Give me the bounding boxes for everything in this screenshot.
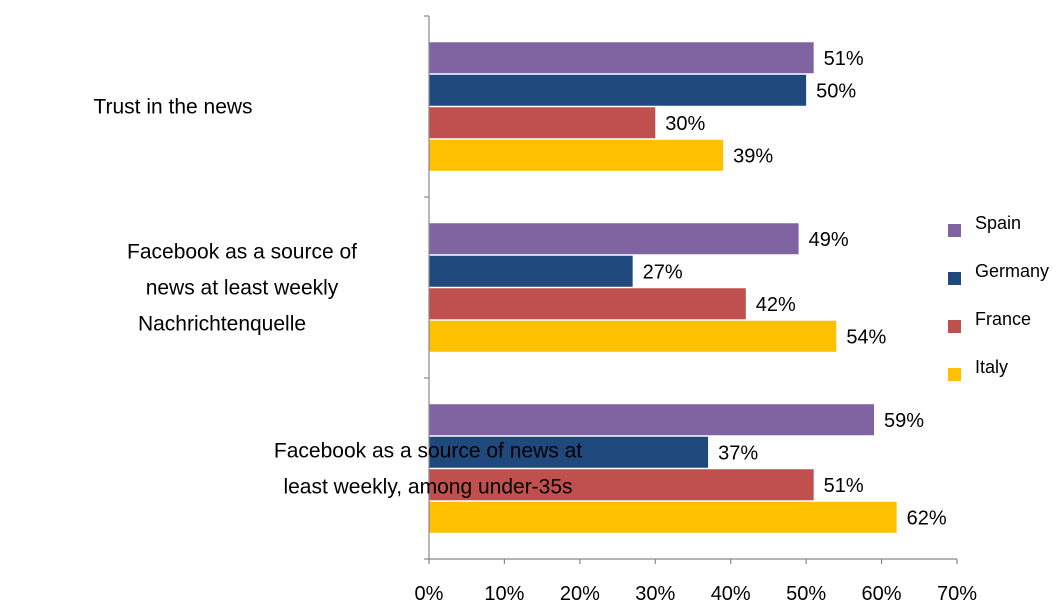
value-label-france-3: 51% bbox=[824, 475, 864, 497]
x-tick-label: 40% bbox=[711, 583, 751, 604]
bar-spain-1 bbox=[429, 42, 814, 74]
category-label-3: Facebook as a source of news at bbox=[274, 440, 582, 463]
value-label-italy-2: 54% bbox=[846, 326, 886, 348]
value-label-spain-1: 51% bbox=[824, 48, 864, 70]
bar-spain-2 bbox=[429, 223, 799, 255]
legend-label-spain: Spain bbox=[975, 213, 1021, 233]
bar-france-2 bbox=[429, 288, 746, 320]
bar-france-1 bbox=[429, 107, 656, 139]
bar-france-3 bbox=[429, 469, 814, 501]
value-labels-group: 51% 50% 30% 39% 49% 27% 42% 54% 59% 37% 51% 62% bbox=[643, 48, 947, 530]
x-tick-label: 10% bbox=[484, 583, 524, 604]
bar-germany-2 bbox=[429, 255, 633, 287]
bar-germany-3 bbox=[429, 436, 709, 468]
category-label-2: Facebook as a source of bbox=[127, 241, 357, 264]
value-label-italy-1: 39% bbox=[733, 145, 773, 167]
value-label-france-2: 42% bbox=[756, 294, 796, 316]
value-label-france-1: 30% bbox=[665, 113, 705, 135]
bar-italy-3 bbox=[429, 501, 897, 533]
axes-group: 0% 10% 20% 30% 40% 50% 60% 70% bbox=[415, 15, 977, 604]
category-label-1: Trust in the news bbox=[93, 96, 252, 119]
x-tick-label: 60% bbox=[862, 583, 902, 604]
legend-swatch-italy bbox=[948, 368, 961, 381]
category-labels-group: Trust in the news Facebook as a source of… bbox=[93, 96, 582, 499]
bar-italy-2 bbox=[429, 320, 837, 352]
bars-group bbox=[429, 42, 897, 533]
category-label-2: news at least weekly bbox=[146, 277, 339, 300]
x-tick-label: 70% bbox=[937, 583, 977, 604]
bar-italy-1 bbox=[429, 139, 724, 171]
category-label-3: least weekly, among under-35s bbox=[283, 476, 572, 499]
x-tick-label: 50% bbox=[786, 583, 826, 604]
legend: Spain Germany France Italy bbox=[948, 213, 1049, 381]
legend-label-france: France bbox=[975, 309, 1031, 329]
legend-label-germany: Germany bbox=[975, 261, 1049, 281]
x-tick-label: 0% bbox=[415, 583, 444, 604]
legend-swatch-spain bbox=[948, 224, 961, 237]
value-label-germany-1: 50% bbox=[816, 80, 856, 102]
bar-spain-3 bbox=[429, 404, 875, 436]
value-label-italy-3: 62% bbox=[907, 507, 947, 529]
value-label-spain-3: 59% bbox=[884, 410, 924, 432]
legend-swatch-france bbox=[948, 320, 961, 333]
legend-swatch-germany bbox=[948, 272, 961, 285]
value-label-germany-3: 37% bbox=[718, 442, 758, 464]
x-tick-label: 30% bbox=[635, 583, 675, 604]
x-tick-label: 20% bbox=[560, 583, 600, 604]
category-label-2: Nachrichtenquelle bbox=[138, 313, 306, 336]
legend-label-italy: Italy bbox=[975, 357, 1008, 377]
bar-germany-1 bbox=[429, 74, 807, 106]
value-label-spain-2: 49% bbox=[809, 229, 849, 251]
value-label-germany-2: 27% bbox=[643, 261, 683, 283]
